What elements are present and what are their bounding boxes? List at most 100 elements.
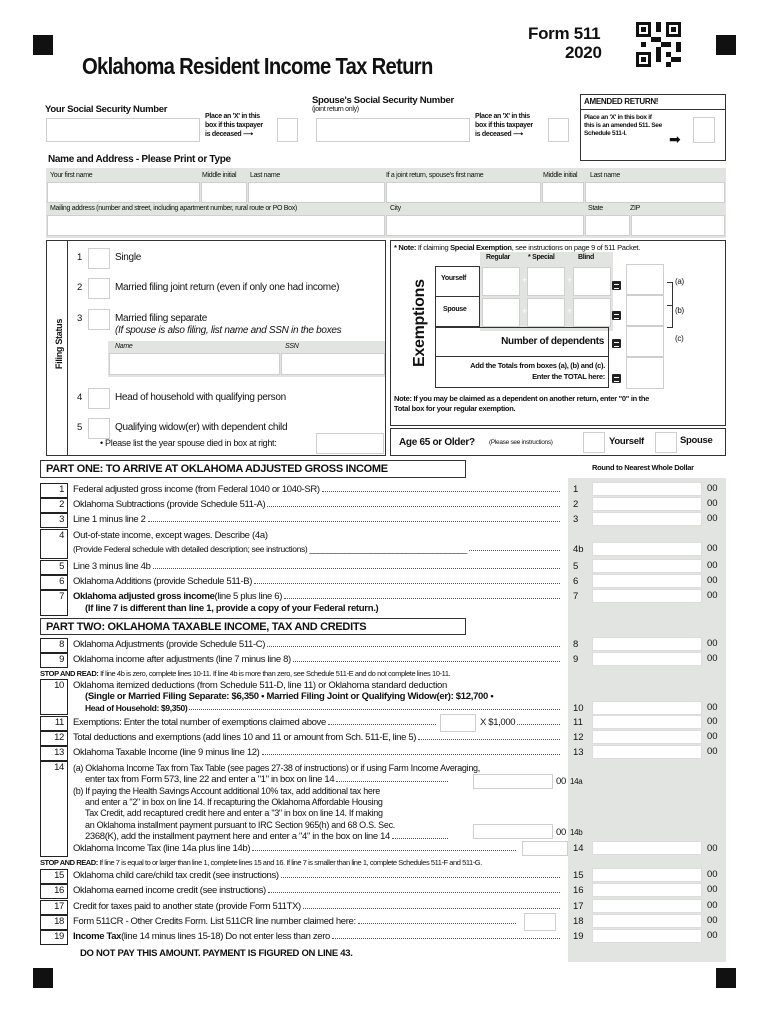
line-label: (line 5 plus line 6) (214, 591, 283, 602)
taxpayer-deceased-checkbox[interactable] (277, 118, 298, 142)
line-17-input[interactable] (592, 899, 702, 913)
line-11-input[interactable] (592, 715, 702, 729)
line-1-input[interactable] (592, 482, 702, 496)
name-address-heading: Name and Address - Please Print or Type (48, 154, 231, 165)
line-14-code-input[interactable] (522, 841, 568, 856)
line-3-input[interactable] (592, 512, 702, 526)
equals-icon (612, 374, 621, 383)
exemption-yourself-regular-input[interactable] (482, 267, 520, 296)
city-input[interactable] (386, 215, 584, 236)
cents: 00 (707, 716, 718, 727)
line-ref: 5 (573, 561, 579, 572)
amended-note: Place an 'X' in this box if this is an am… (584, 114, 662, 137)
line-2-input[interactable] (592, 497, 702, 511)
filing-status-checkbox-3[interactable] (88, 309, 110, 330)
line-18-input[interactable] (592, 914, 702, 928)
line-14: 14 (a) Oklahoma Income Tax from Tax Tabl… (40, 761, 583, 857)
line-number: 2 (40, 498, 68, 513)
511cr-line-input[interactable] (524, 913, 556, 931)
plus-icon: + (522, 306, 527, 316)
filing-status-label: Married filing joint return (even if onl… (115, 282, 340, 293)
exemption-total-b-input[interactable] (626, 295, 664, 326)
line-19-input[interactable] (592, 929, 702, 943)
line-8-input[interactable] (592, 637, 702, 651)
age65-yourself-checkbox[interactable] (583, 432, 605, 453)
line-14a-input[interactable] (473, 774, 553, 789)
line-label: Exemptions: Enter the total number of ex… (73, 717, 326, 728)
dependents-label: Number of dependents (501, 336, 604, 347)
line-5-input[interactable] (592, 559, 702, 573)
line-4-input[interactable] (592, 542, 702, 556)
mailing-address-input[interactable] (47, 215, 385, 236)
filing-status-checkbox-5[interactable] (88, 418, 110, 439)
line-14-input[interactable] (592, 841, 702, 855)
cents: 00 (707, 884, 718, 895)
last-name-input[interactable] (248, 182, 385, 203)
exemption-yourself-special-input[interactable] (527, 267, 565, 296)
middle-initial-label: Middle initial (202, 172, 237, 179)
line-12: 12 Total deductions and exemptions (add l… (40, 731, 568, 746)
age65-spouse-label: Spouse (680, 435, 713, 446)
line-number: 17 (40, 900, 68, 915)
filing-status-checkbox-2[interactable] (88, 278, 110, 299)
cents: 00 (707, 638, 718, 649)
line-7-input[interactable] (592, 589, 702, 603)
line-ref: 2 (573, 499, 579, 510)
line-13-input[interactable] (592, 745, 702, 759)
spouse-last-name-label: Last name (590, 172, 620, 179)
exemption-spouse-special-input[interactable] (527, 298, 565, 327)
middle-initial-input[interactable] (201, 182, 247, 203)
line-14b-input[interactable] (473, 824, 553, 839)
spouse-deceased-checkbox[interactable] (548, 118, 569, 142)
line-9-input[interactable] (592, 652, 702, 666)
line-2: 2 Oklahoma Subtractions (provide Schedule… (40, 498, 568, 513)
line-16-input[interactable] (592, 883, 702, 897)
spouse-last-name-input[interactable] (585, 182, 725, 203)
filing-status-checkbox-4[interactable] (88, 388, 110, 409)
line-12-input[interactable] (592, 730, 702, 744)
year-spouse-died-input[interactable] (316, 433, 384, 454)
line-6-input[interactable] (592, 574, 702, 588)
amended-title: AMENDED RETURN! (584, 97, 659, 106)
state-input[interactable] (585, 215, 630, 236)
line-label: Oklahoma Adjustments (provide Schedule 5… (73, 639, 266, 650)
your-ssn-input[interactable] (46, 118, 200, 142)
zip-input[interactable] (631, 215, 725, 236)
filing-status-checkbox-1[interactable] (88, 248, 110, 269)
line-18: 18 Form 511CR - Other Credits Form. List … (40, 913, 568, 931)
equals-icon (612, 339, 621, 348)
exemption-total-a-input[interactable] (626, 264, 664, 295)
arrow-right-icon: ➡ (669, 131, 681, 147)
age65-sublabel: (Please see instructions) (489, 439, 553, 446)
amended-checkbox[interactable] (693, 117, 715, 143)
separate-spouse-ssn-input[interactable] (281, 353, 385, 375)
separate-spouse-name-input[interactable] (109, 353, 280, 375)
exemption-total-c-input[interactable] (626, 326, 664, 357)
exemptions-title: Exemptions (411, 279, 428, 367)
blind-col-label: Blind (578, 254, 594, 261)
arrow-right-icon: ⟶ (243, 131, 253, 138)
exemptions-section (390, 240, 726, 426)
cents: 00 (707, 513, 718, 524)
line-number: 11 (40, 716, 68, 731)
cents: 00 (707, 702, 718, 713)
exemption-count-input[interactable] (440, 714, 476, 732)
filing-status-title: Filing Status (54, 318, 64, 370)
line-19: 19 Income Tax (line 14 minus lines 15-18)… (40, 930, 568, 945)
age65-spouse-checkbox[interactable] (655, 432, 677, 453)
spouse-middle-input[interactable] (542, 182, 584, 203)
exemption-spouse-regular-input[interactable] (482, 298, 520, 327)
spouse-ssn-input[interactable] (316, 118, 470, 142)
last-name-label: Last name (250, 172, 280, 179)
line-15-input[interactable] (592, 868, 702, 882)
exemption-yourself-blind-input[interactable] (573, 267, 611, 296)
exemption-spouse-blind-input[interactable] (573, 298, 611, 327)
line-10-input[interactable] (592, 701, 702, 715)
line-number: 4 (40, 529, 68, 559)
first-name-input[interactable] (47, 182, 200, 203)
registration-mark (716, 35, 736, 55)
exemption-grand-total-input[interactable] (626, 357, 664, 389)
spouse-first-name-input[interactable] (386, 182, 541, 203)
part-one-header: PART ONE: TO ARRIVE AT OKLAHOMA ADJUSTED… (40, 460, 466, 478)
special-exemption-note: * Note: If claiming Special Exemption, s… (394, 243, 641, 252)
